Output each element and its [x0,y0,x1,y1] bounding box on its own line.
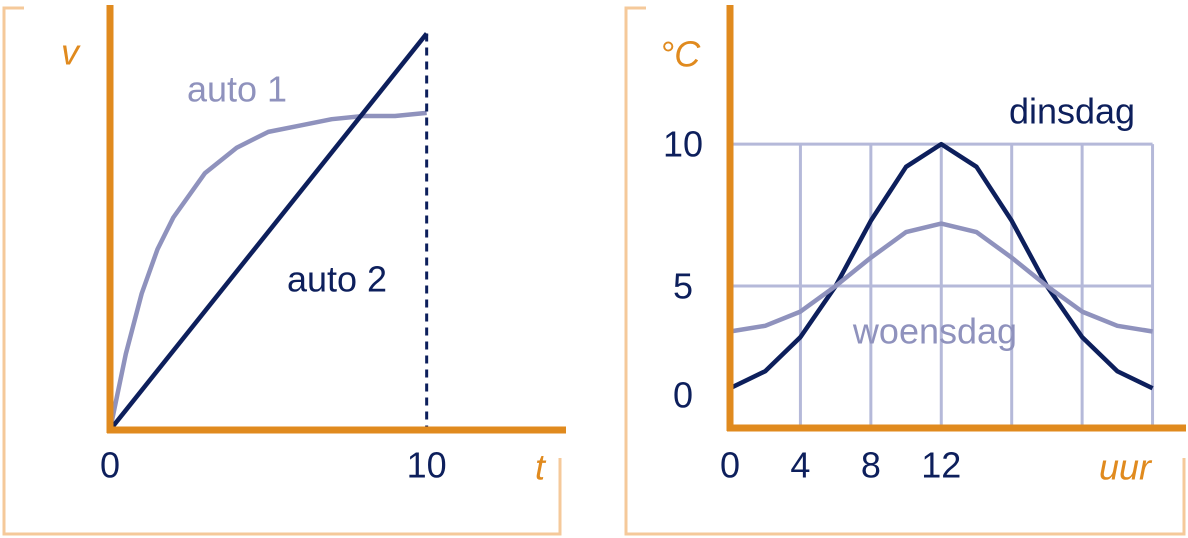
y-tick-label: 10 [663,124,703,165]
x-axis-label: t [535,447,547,488]
line [729,141,1154,391]
series-label: woensdag [852,311,1017,352]
y-tick-label: 5 [673,266,693,307]
series-label: auto 2 [287,259,387,300]
x-tick-label: 4 [790,445,810,486]
line [729,221,1153,334]
x-tick-label: 12 [921,445,961,486]
y-axis-label: °C [660,34,701,75]
x-tick-label: 0 [100,445,120,486]
x-tick-label: 10 [407,445,447,486]
series-label: dinsdag [1009,91,1135,132]
y-axis-label: v [61,32,81,73]
x-tick-label: 0 [720,445,740,486]
line [108,32,429,432]
x-tick-label: 8 [861,445,881,486]
frame [2,6,1186,536]
series-label: auto 1 [187,69,287,110]
y-tick-label: 0 [673,375,693,416]
x-axis-label: uur [1099,447,1153,488]
